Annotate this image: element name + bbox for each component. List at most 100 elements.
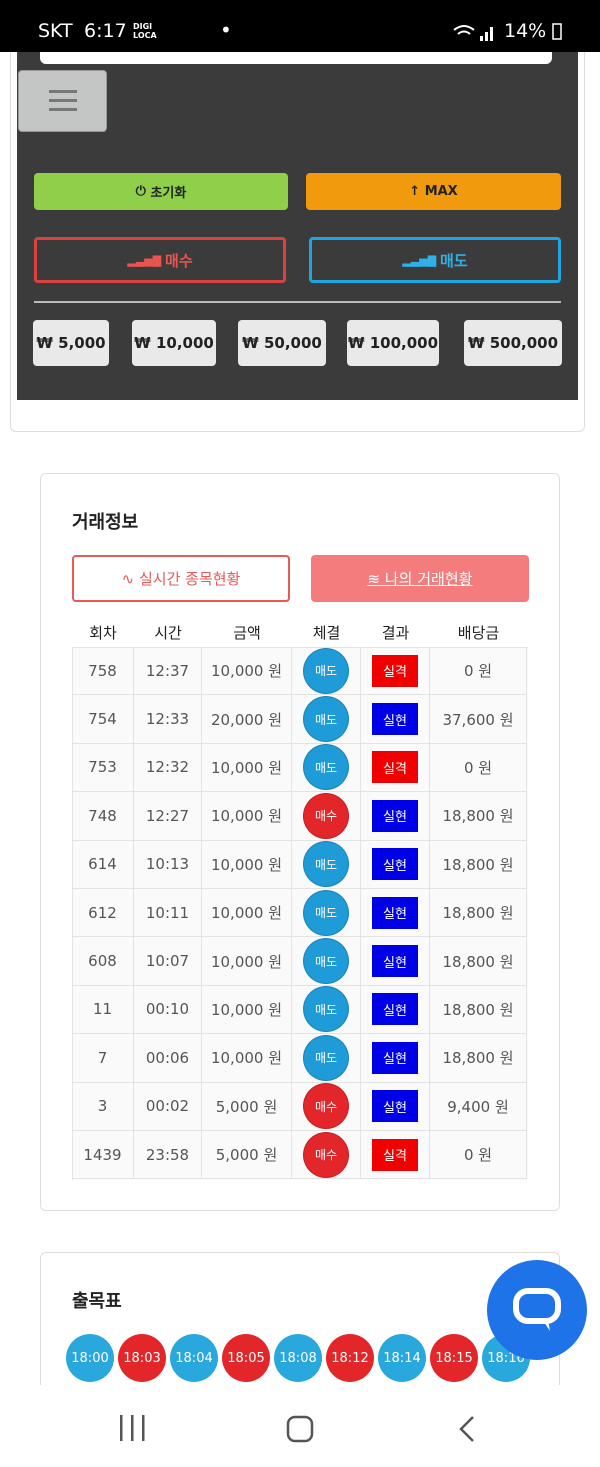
table-cell: 18,800 원 — [430, 792, 527, 841]
section-title: 거래정보 — [72, 512, 139, 533]
result-chip: 18:14 — [378, 1334, 426, 1382]
result-badge: 실현 — [372, 1041, 418, 1074]
chat-button[interactable] — [487, 1260, 587, 1360]
side-badge: 매도 — [303, 986, 349, 1033]
side-badge: 매수 — [303, 1083, 349, 1130]
table-cell: 18,800 원 — [430, 840, 527, 889]
table-cell: 18,800 원 — [430, 889, 527, 938]
result-chip: 18:00 — [66, 1334, 114, 1382]
table-cell: 실현 — [361, 792, 430, 841]
result-badge: 실격 — [372, 654, 418, 687]
table-cell: 3 — [72, 1082, 134, 1131]
side-badge: 매도 — [303, 1034, 349, 1081]
table-cell: 12:33 — [134, 695, 202, 744]
input-field[interactable] — [40, 52, 552, 64]
trade-panel: ⏻ 초기화 ↑ MAX ▂▃▅▇ 매수 ▂▃▅▇ 매도 — [17, 52, 578, 400]
battery-level: 14% — [504, 20, 547, 42]
table-cell: 10:07 — [134, 937, 202, 986]
clock: 6:17 — [84, 20, 127, 42]
sell-button[interactable]: ▂▃▅▇ 매도 — [309, 237, 561, 283]
table-cell: 00:06 — [134, 1034, 202, 1083]
tab-my-trades[interactable]: ≋ 나의 거래현황 — [311, 555, 529, 602]
table-cell: 5,000 원 — [202, 1082, 292, 1131]
table-cell: 37,600 원 — [430, 695, 527, 744]
home-button[interactable] — [286, 1415, 314, 1443]
table-cell: 12:27 — [134, 792, 202, 841]
status-bar: SKT 6:17 DIGI LOCA • 14% — [0, 0, 600, 52]
table-cell: 1439 — [72, 1131, 134, 1180]
table-cell: 실격 — [361, 647, 430, 696]
table-cell: 9,400 원 — [430, 1082, 527, 1131]
menu-button[interactable] — [18, 70, 107, 132]
table-cell: 매도 — [292, 1034, 361, 1083]
buy-button[interactable]: ▂▃▅▇ 매수 — [34, 237, 286, 283]
table-cell: 매도 — [292, 695, 361, 744]
table-cell: 매수 — [292, 1131, 361, 1180]
table-cell: 10,000 원 — [202, 937, 292, 986]
table-cell: 0 원 — [430, 743, 527, 793]
back-button[interactable] — [458, 1415, 476, 1443]
table-cell: 608 — [72, 937, 134, 986]
reset-label: 초기화 — [150, 186, 187, 201]
table-cell: 실격 — [361, 1131, 430, 1180]
table-cell: 758 — [72, 647, 134, 696]
max-button[interactable]: ↑ MAX — [306, 173, 561, 210]
amount-button[interactable]: ₩ 50,000 — [238, 320, 326, 366]
recents-button[interactable] — [118, 1415, 146, 1441]
result-chip: 18:12 — [326, 1334, 374, 1382]
table-header: 결과 — [381, 623, 410, 642]
table-cell: 매도 — [292, 840, 361, 889]
table-header: 회차 — [89, 623, 117, 642]
side-badge: 매도 — [303, 889, 349, 936]
result-badge: 실현 — [372, 945, 418, 978]
section-title: 출목표 — [72, 1291, 122, 1312]
side-badge: 매도 — [303, 744, 349, 791]
table-cell: 매수 — [292, 1082, 361, 1131]
reset-button[interactable]: ⏻ 초기화 — [34, 173, 288, 210]
side-badge: 매도 — [303, 841, 349, 888]
table-cell: 10,000 원 — [202, 1034, 292, 1083]
amount-button[interactable]: ₩ 100,000 — [347, 320, 439, 366]
amount-button[interactable]: ₩ 500,000 — [464, 320, 562, 366]
result-chip: 18:05 — [222, 1334, 270, 1382]
table-header: 배당금 — [457, 623, 500, 642]
tab-realtime[interactable]: ∿ 실시간 종목현황 — [72, 555, 290, 602]
table-cell: 실현 — [361, 1082, 430, 1131]
table-cell: 10,000 원 — [202, 985, 292, 1035]
result-chip: 18:03 — [118, 1334, 166, 1382]
side-badge: 매도 — [303, 647, 349, 694]
result-badge: 실현 — [372, 799, 418, 832]
table-cell: 10:11 — [134, 889, 202, 938]
trade-table — [72, 647, 528, 1181]
table-cell: 753 — [72, 743, 134, 793]
result-badge: 실격 — [372, 1138, 418, 1171]
table-cell: 20,000 원 — [202, 695, 292, 744]
amount-button[interactable]: ₩ 5,000 — [33, 320, 109, 366]
result-badge: 실현 — [372, 993, 418, 1026]
table-header: 시간 — [154, 623, 182, 642]
table-cell: 실현 — [361, 889, 430, 938]
table-cell: 10,000 원 — [202, 840, 292, 889]
table-cell: 매도 — [292, 647, 361, 696]
table-cell: 실현 — [361, 985, 430, 1035]
trade-panel-card — [10, 52, 585, 432]
table-cell: 10,000 원 — [202, 889, 292, 938]
buy-label: 매수 — [165, 251, 193, 270]
table-cell: 실현 — [361, 840, 430, 889]
table-cell: 754 — [72, 695, 134, 744]
table-cell: 실현 — [361, 695, 430, 744]
tab-label: 나의 거래현황 — [384, 570, 473, 588]
table-cell: 612 — [72, 889, 134, 938]
side-badge: 매도 — [303, 938, 349, 985]
side-badge: 매수 — [303, 1131, 349, 1178]
amount-button[interactable]: ₩ 10,000 — [132, 320, 216, 366]
max-label: MAX — [424, 184, 458, 199]
table-cell: 00:02 — [134, 1082, 202, 1131]
tab-label: 실시간 종목현황 — [138, 570, 241, 588]
dot-icon: • — [220, 18, 232, 42]
table-cell: 실현 — [361, 1034, 430, 1083]
table-cell: 매도 — [292, 743, 361, 793]
result-badge: 실현 — [372, 703, 418, 736]
table-cell: 10,000 원 — [202, 792, 292, 841]
